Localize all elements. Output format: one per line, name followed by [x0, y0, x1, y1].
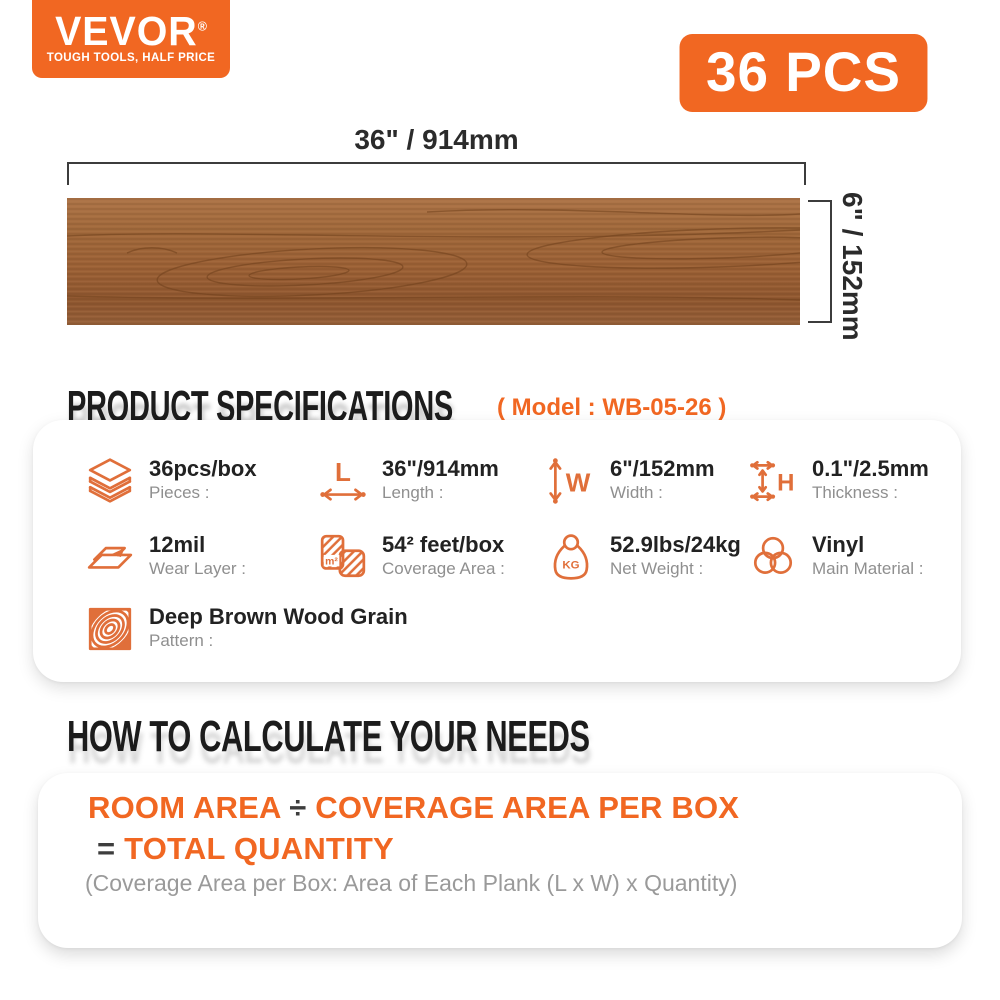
formula-line-1: ROOM AREA ÷ COVERAGE AREA PER BOX [88, 787, 739, 828]
spec-item-pieces: 36pcs/box Pieces : [85, 456, 257, 506]
spec-item-thickness: H 0.1"/2.5mm Thickness : [748, 456, 929, 506]
spec-label: Main Material : [812, 559, 924, 578]
pcs-count-badge: 36 PCS [679, 34, 928, 112]
spec-text: 6"/152mm Width : [610, 456, 715, 505]
spec-label: Coverage Area : [382, 559, 505, 578]
width-dimension-label: 6" / 152mm [837, 191, 868, 341]
brand-tagline: TOUGH TOOLS, HALF PRICE [46, 52, 216, 64]
spec-text: Vinyl Main Material : [812, 532, 923, 581]
vevor-logo: VEVOR® TOUGH TOOLS, HALF PRICE [32, 0, 230, 78]
brand-name: VEVOR [55, 8, 198, 54]
spec-text: 36pcs/box Pieces : [149, 456, 257, 505]
svg-text:W: W [566, 467, 591, 497]
spec-value: 52.9lbs/24kg [610, 532, 741, 557]
calc-formula: ROOM AREA ÷ COVERAGE AREA PER BOX = TOTA… [88, 787, 739, 869]
calc-title: HOW TO CALCULATE YOUR NEEDS [67, 712, 590, 761]
divide-sign: ÷ [289, 790, 307, 825]
spec-text: Deep Brown Wood Grain Pattern : [149, 604, 408, 653]
formula-total-quantity: TOTAL QUANTITY [124, 831, 394, 866]
spec-value: 36pcs/box [149, 456, 257, 481]
spec-value: 0.1"/2.5mm [812, 456, 929, 481]
wear-layer-icon [85, 532, 135, 582]
coverage-area-icon: m² [318, 532, 368, 582]
spec-value: 36"/914mm [382, 456, 499, 481]
spec-item-coverage-area: m² 54² feet/box Coverage Area : [318, 532, 505, 582]
material-icon [748, 532, 798, 582]
spec-value: 54² feet/box [382, 532, 505, 557]
svg-text:m²: m² [325, 556, 338, 567]
svg-text:L: L [335, 457, 351, 487]
spec-label: Length : [382, 483, 444, 502]
logo-wordmark: VEVOR® [36, 8, 226, 55]
length-dimension-label: 36" / 914mm [354, 124, 519, 155]
length-dimension-bracket [67, 162, 806, 185]
formula-coverage-area: COVERAGE AREA PER BOX [315, 790, 740, 825]
spec-label: Pattern : [149, 631, 214, 650]
width-dimension-bracket [808, 200, 832, 323]
thickness-icon: H [748, 456, 798, 506]
svg-text:KG: KG [562, 559, 579, 571]
registered-mark: ® [197, 18, 207, 34]
spec-item-pattern: Deep Brown Wood Grain Pattern : [85, 604, 408, 654]
length-icon: L [318, 456, 368, 506]
pattern-icon [85, 604, 135, 654]
formula-line-2: = TOTAL QUANTITY [88, 828, 739, 869]
specs-card: 36pcs/box Pieces : L 36"/914mm Length : [33, 420, 961, 682]
spec-label: Net Weight : [610, 559, 704, 578]
formula-room-area: ROOM AREA [88, 790, 281, 825]
spec-label: Thickness : [812, 483, 898, 502]
spec-item-material: Vinyl Main Material : [748, 532, 923, 582]
spec-label: Wear Layer : [149, 559, 247, 578]
stack-icon [85, 456, 135, 506]
svg-text:H: H [777, 469, 794, 496]
spec-label: Width : [610, 483, 663, 502]
spec-text: 52.9lbs/24kg Net Weight : [610, 532, 741, 581]
spec-item-wear-layer: 12mil Wear Layer : [85, 532, 246, 582]
spec-item-length: L 36"/914mm Length : [318, 456, 499, 506]
calc-card: ROOM AREA ÷ COVERAGE AREA PER BOX = TOTA… [38, 773, 962, 948]
equals-sign: = [97, 831, 116, 866]
spec-value: Vinyl [812, 532, 865, 557]
spec-text: 0.1"/2.5mm Thickness : [812, 456, 929, 505]
spec-label: Pieces : [149, 483, 210, 502]
spec-item-width: W 6"/152mm Width : [546, 456, 715, 506]
width-icon: W [546, 456, 596, 506]
spec-text: 36"/914mm Length : [382, 456, 499, 505]
model-label: ( Model : WB-05-26 ) [497, 394, 727, 421]
net-weight-icon: KG [546, 532, 596, 582]
spec-text: 54² feet/box Coverage Area : [382, 532, 505, 581]
spec-value: Deep Brown Wood Grain [149, 604, 408, 629]
calc-note: (Coverage Area per Box: Area of Each Pla… [85, 870, 738, 896]
spec-text: 12mil Wear Layer : [149, 532, 246, 581]
plank-image [66, 198, 908, 325]
spec-value: 6"/152mm [610, 456, 715, 481]
spec-value: 12mil [149, 532, 206, 557]
spec-item-net-weight: KG 52.9lbs/24kg Net Weight : [546, 532, 741, 582]
